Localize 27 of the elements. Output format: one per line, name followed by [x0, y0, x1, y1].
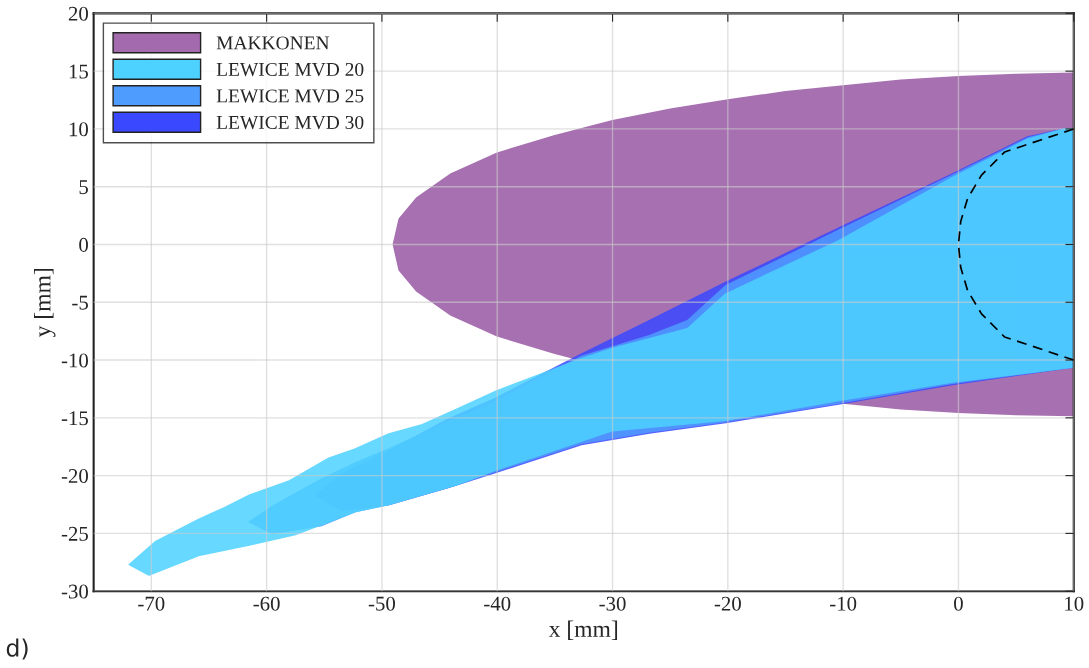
y-tick-label: -25 [61, 526, 88, 541]
y-tick-label: 5 [79, 180, 88, 195]
text: d) [6, 638, 28, 660]
y-tick-label: 20 [68, 6, 88, 21]
y-tick-label: 10 [69, 122, 88, 137]
x-tick-label: -60 [253, 596, 280, 611]
y-tick-label: -30 [61, 584, 88, 599]
x-tick-label: -40 [484, 596, 511, 611]
x-tick-label: -50 [368, 596, 396, 611]
y-tick-label: -10 [61, 353, 88, 368]
y-tick-label: 15 [69, 64, 88, 79]
y-tick-label: 0 [79, 237, 88, 252]
x-tick-label: 10 [1065, 596, 1084, 611]
x-tick-label: 0 [954, 596, 963, 611]
x-axis-title: x [mm] [548, 620, 618, 641]
y-tick-label: -20 [61, 468, 88, 484]
legend-label: LEWICE MVD 20 [216, 62, 364, 77]
legend-label: MAKKONEN [216, 36, 330, 50]
y-axis-title: y [mm] [33, 268, 56, 338]
legend-label: LEWICE MVD 25 [216, 89, 364, 103]
x-tick-label: -30 [599, 596, 626, 611]
x-tick-label: -70 [138, 596, 165, 611]
legend-label: LEWICE MVD 30 [216, 115, 364, 130]
x-tick-label: -20 [714, 596, 741, 611]
x-tick-label: -10 [830, 596, 857, 611]
y-tick-label: -5 [72, 295, 88, 310]
y-tick-label: -15 [61, 411, 88, 426]
